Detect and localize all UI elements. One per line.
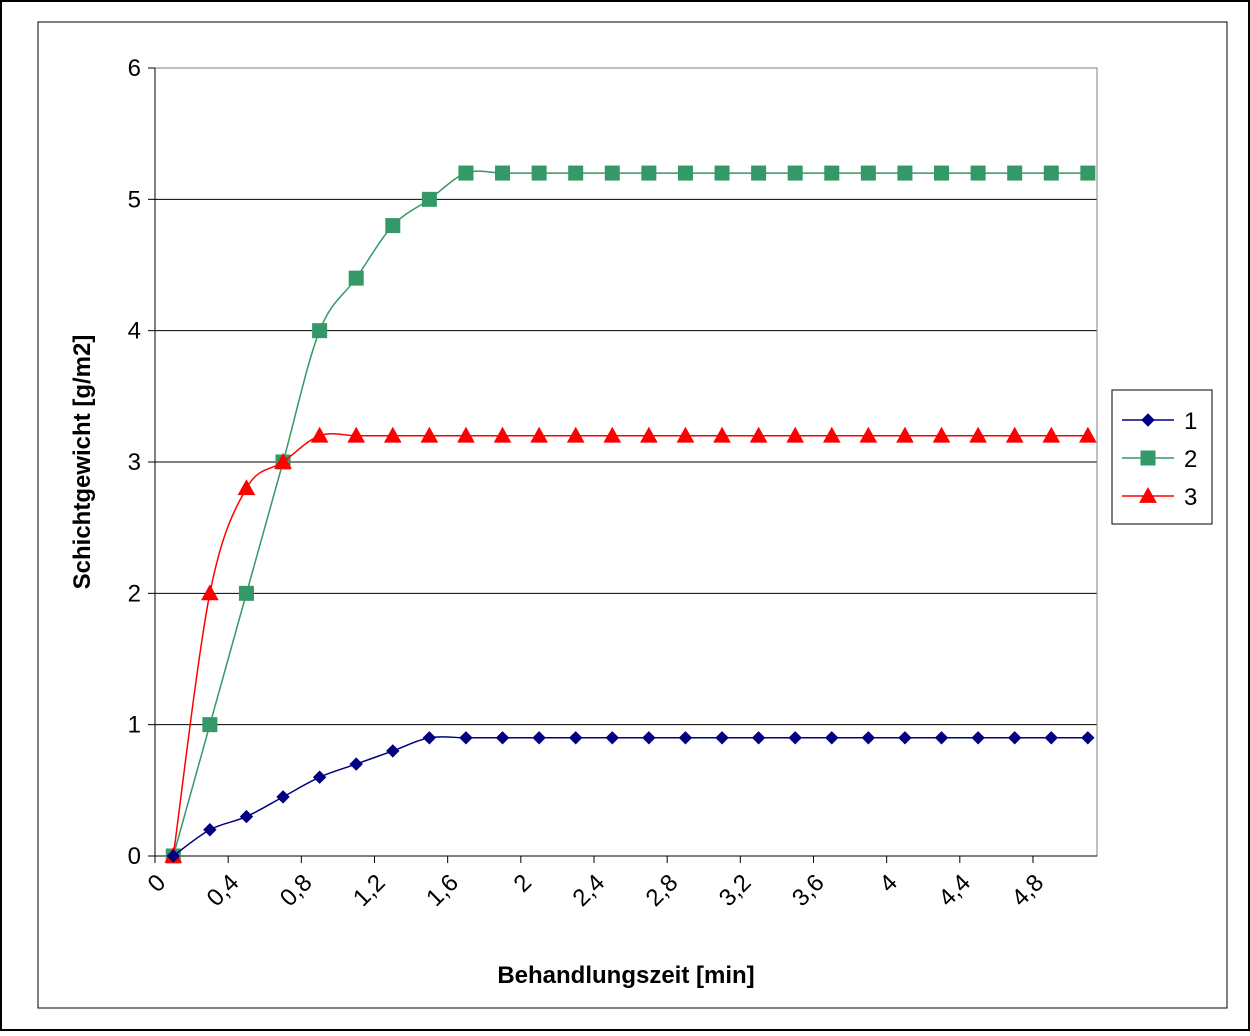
- series-3-point-8: [457, 426, 475, 443]
- y-tick-label-2: 2: [128, 580, 141, 607]
- series-2-point-22: [970, 165, 986, 181]
- series-2-point-25: [1080, 165, 1096, 181]
- series-1-point-23: [1007, 731, 1022, 745]
- legend-label-1: 1: [1184, 408, 1197, 435]
- series-3-point-23: [1005, 426, 1024, 443]
- series-1-point-4: [312, 770, 327, 784]
- series-2-point-4: [312, 323, 328, 339]
- series-2-point-11: [568, 165, 584, 181]
- y-tick-label-4: 4: [128, 318, 141, 345]
- y-tick-label-5: 5: [128, 186, 141, 213]
- legend-marker-2: [1140, 450, 1156, 466]
- legend-marker-1: [1141, 413, 1155, 427]
- series-1-point-22: [971, 731, 985, 745]
- x-axis-title: Behandlungszeit [min]: [497, 962, 754, 989]
- series-2-point-21: [934, 165, 950, 181]
- legend: 1 2 3: [1111, 389, 1213, 525]
- series-2-point-13: [641, 165, 657, 181]
- series-1-point-16: [751, 731, 766, 745]
- series-2-point-24: [1043, 165, 1059, 181]
- series-1-point-2: [239, 809, 254, 824]
- series-1-point-12: [605, 731, 619, 745]
- series-2-point-10: [531, 165, 547, 181]
- series-1-point-7: [422, 731, 437, 745]
- series-3-point-1: [201, 584, 219, 601]
- series-1-point-17: [788, 731, 802, 745]
- series-2-point-1: [202, 717, 218, 733]
- series-2-line: [172, 170, 1088, 857]
- series-1-point-0: [166, 849, 180, 863]
- y-tick-label-0: 0: [128, 843, 141, 870]
- series-3-point-21: [932, 426, 951, 443]
- series-3-point-19: [859, 426, 878, 443]
- series-3-point-2: [237, 479, 256, 496]
- series-2-point-9: [495, 165, 511, 181]
- series-3-point-6: [383, 426, 402, 443]
- series-1-point-15: [715, 731, 729, 745]
- chart-area-frame: [37, 21, 1228, 1009]
- series-2-point-18: [824, 165, 840, 181]
- series-3-point-20: [896, 426, 914, 443]
- series-1-point-11: [568, 731, 583, 745]
- series-1-point-6: [386, 744, 400, 758]
- series: [164, 165, 1097, 864]
- series-2-point-23: [1007, 165, 1023, 181]
- series-2-point-8: [458, 165, 474, 181]
- series-3-point-12: [603, 426, 622, 443]
- series-1-point-8: [459, 731, 473, 745]
- series-1-point-10: [532, 731, 546, 745]
- series-2-point-20: [897, 165, 913, 181]
- series-1-point-21: [934, 731, 949, 745]
- series-3-point-4: [310, 426, 329, 443]
- series-3-point-15: [713, 426, 731, 443]
- series-1-point-18: [825, 731, 839, 745]
- y-axis-title: Schichtgewicht [g/m2]: [69, 335, 96, 590]
- series-2-point-2: [238, 585, 254, 601]
- series-1-point-25: [1081, 731, 1095, 745]
- series-3-point-11: [566, 426, 585, 443]
- series-2-point-12: [604, 165, 620, 181]
- series-1-point-9: [495, 731, 510, 745]
- legend-box: [1111, 389, 1213, 525]
- series-1-point-19: [861, 731, 876, 745]
- legend-label-2: 2: [1184, 446, 1197, 473]
- series-1-point-5: [349, 757, 363, 771]
- series-3-point-7: [420, 426, 439, 443]
- series-3-point-14: [676, 426, 695, 443]
- series-1-point-3: [276, 790, 290, 804]
- y-tick-label-6: 6: [128, 55, 141, 82]
- series-2-point-5: [348, 270, 364, 286]
- series-2-point-6: [385, 218, 401, 234]
- series-2-point-19: [860, 165, 876, 181]
- series-2-point-14: [677, 165, 693, 181]
- series-1-point-14: [678, 731, 693, 745]
- series-1-point-1: [203, 823, 217, 837]
- series-2-point-16: [751, 165, 767, 181]
- legend-label-3: 3: [1184, 484, 1197, 511]
- legend-marker-3: [1139, 486, 1157, 503]
- series-3-point-3: [274, 452, 292, 469]
- series-2-point-7: [421, 191, 437, 207]
- series-3-point-16: [749, 426, 768, 443]
- y-tick-label-3: 3: [128, 449, 141, 476]
- y-tick-label-1: 1: [128, 712, 141, 739]
- series-3-point-5: [347, 426, 366, 443]
- series-2-point-15: [714, 165, 730, 181]
- series-1-point-20: [898, 731, 912, 745]
- series-2-point-17: [787, 165, 803, 181]
- series-1-point-13: [642, 731, 656, 745]
- series-3-point-10: [530, 426, 548, 443]
- series-3-point-24: [1042, 426, 1061, 443]
- series-3-point-13: [640, 426, 658, 443]
- series-3-point-22: [969, 426, 987, 443]
- series-3-point-18: [822, 426, 841, 443]
- series-3-point-17: [786, 426, 805, 443]
- series-3-point-25: [1079, 426, 1097, 443]
- series-3-point-9: [493, 426, 512, 443]
- series-1-point-24: [1044, 731, 1058, 745]
